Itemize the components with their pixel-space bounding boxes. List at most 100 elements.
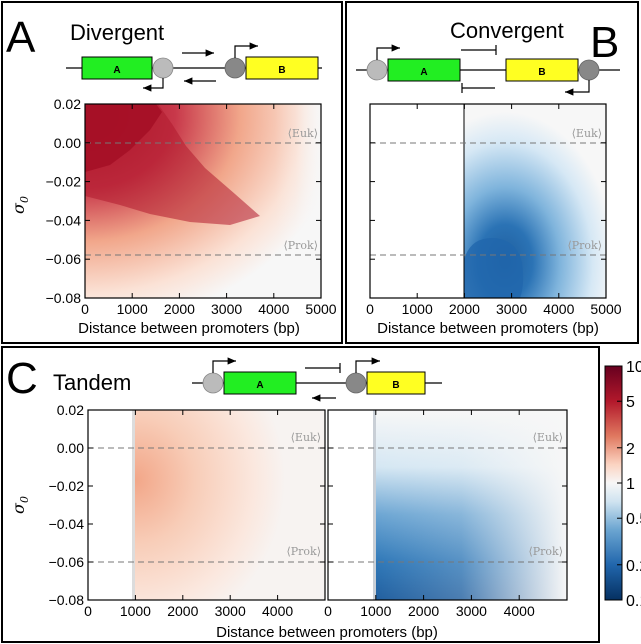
y-tick-label: −0.08 bbox=[49, 592, 85, 608]
x-tick-label: 4000 bbox=[504, 603, 535, 619]
gene-a-box bbox=[81, 56, 153, 80]
colorbar: 10 5 2 1 0.5 0.2 0.1 bbox=[604, 359, 641, 610]
panel-a-prok-label: ⟨Prok⟩ bbox=[283, 239, 318, 252]
y-tick-label: −0.02 bbox=[46, 174, 82, 190]
x-tick-label: 3000 bbox=[211, 301, 242, 317]
panel-b-heatmap: ⟨Euk⟩ ⟨Prok⟩ bbox=[369, 103, 607, 299]
x-tick-label: 1000 bbox=[120, 603, 151, 619]
panel-a-axes: 0 1000 2000 3000 4000 5000 0.02 0.00 −0.02 −0.04 −… bbox=[46, 96, 337, 317]
x-tick-label: 5000 bbox=[590, 301, 621, 317]
gene-b-box bbox=[366, 371, 426, 395]
panel-b-prok-label: ⟨Prok⟩ bbox=[567, 239, 602, 252]
panel-b-letter: B bbox=[590, 18, 619, 67]
x-tick-label: 4000 bbox=[543, 301, 574, 317]
y-tick-label: −0.08 bbox=[46, 290, 82, 306]
panel-a-heatmap: ⟨Euk⟩ ⟨Prok⟩ bbox=[84, 103, 322, 299]
gene-a-label: A bbox=[256, 380, 263, 391]
panel-b-xlabel: Distance between promoters (bp) bbox=[377, 320, 599, 337]
panel-c-right-axes: 0 1000 2000 3000 4000 bbox=[324, 409, 567, 619]
terminator-right bbox=[461, 45, 497, 55]
x-tick-label: 0 bbox=[81, 301, 89, 317]
panel-b-gene-diagram: A B bbox=[356, 44, 620, 96]
promoter-b-arrow bbox=[565, 80, 590, 96]
x-tick-label: 4000 bbox=[258, 301, 289, 317]
terminator bbox=[305, 363, 341, 373]
gene-b-box bbox=[505, 58, 579, 82]
gene-a-box bbox=[387, 58, 461, 82]
panel-a-euk-label: ⟨Euk⟩ bbox=[288, 127, 318, 140]
panel-b-axes: 0 1000 2000 3000 4000 5000 bbox=[366, 103, 622, 317]
x-tick-label: 5000 bbox=[305, 301, 336, 317]
x-tick-label: 1000 bbox=[360, 603, 391, 619]
promoter-b-circle bbox=[345, 372, 367, 394]
x-tick-label: 2000 bbox=[164, 301, 195, 317]
panel-a-border bbox=[1, 1, 343, 344]
panel-c-border bbox=[1, 346, 600, 643]
gene-a-box bbox=[223, 371, 297, 395]
x-tick-label: 3000 bbox=[215, 603, 246, 619]
y-tick-label: 0.00 bbox=[54, 135, 81, 151]
x-tick-label: 4000 bbox=[262, 603, 293, 619]
colorbar-tick-label: 1 bbox=[626, 476, 635, 493]
x-tick-label: 1000 bbox=[117, 301, 148, 317]
colorbar-tick-label: 0.1 bbox=[626, 593, 641, 610]
terminator-left bbox=[461, 83, 495, 93]
promoter-b-circle bbox=[224, 57, 246, 79]
promoter-b-arrow bbox=[355, 357, 380, 373]
panel-a-xlabel: Distance between promoters (bp) bbox=[78, 320, 300, 337]
y-tick-label: 0.02 bbox=[54, 96, 81, 112]
y-tick-label: −0.04 bbox=[49, 516, 85, 532]
colorbar-tick-label: 10 bbox=[626, 359, 641, 376]
panel-b-title: Convergent bbox=[450, 18, 564, 43]
x-tick-label: 2000 bbox=[449, 301, 480, 317]
x-tick-label: 3000 bbox=[456, 603, 487, 619]
panel-a-letter: A bbox=[6, 13, 36, 62]
panel-c-left-heatmap: ⟨Euk⟩ ⟨Prok⟩ bbox=[87, 409, 326, 601]
gene-b-label: B bbox=[392, 380, 399, 391]
promoter-a-circle bbox=[152, 57, 174, 79]
y-tick-label: −0.02 bbox=[49, 478, 85, 494]
promoter-b-circle bbox=[578, 59, 600, 81]
colorbar-tick-label: 0.2 bbox=[626, 558, 641, 575]
x-tick-label: 0 bbox=[324, 603, 332, 619]
promoter-a-circle bbox=[366, 59, 388, 81]
x-tick-label: 0 bbox=[366, 301, 374, 317]
panel-c-xlabel: Distance between promoters (bp) bbox=[216, 624, 438, 641]
panel-c-left-prok-label: ⟨Prok⟩ bbox=[286, 545, 321, 558]
panel-a-gene-diagram: A B bbox=[66, 42, 322, 92]
y-tick-label: −0.04 bbox=[46, 212, 82, 228]
panel-c-letter: C bbox=[6, 354, 38, 403]
panel-a-title: Divergent bbox=[70, 20, 164, 45]
panel-c-right-euk-label: ⟨Euk⟩ bbox=[533, 431, 563, 444]
panel-b-euk-label: ⟨Euk⟩ bbox=[572, 127, 602, 140]
panel-a-ylabel: σ0 bbox=[9, 196, 31, 214]
x-tick-label: 1000 bbox=[402, 301, 433, 317]
x-tick-label: 2000 bbox=[408, 603, 439, 619]
promoter-a-circle bbox=[202, 372, 224, 394]
y-tick-label: −0.06 bbox=[49, 554, 85, 570]
promoter-b-arrow bbox=[234, 42, 258, 58]
gene-b-box bbox=[245, 56, 319, 80]
promoter-a-arrow bbox=[212, 357, 236, 373]
gene-b-label: B bbox=[538, 67, 545, 78]
panel-c-gene-diagram: A B bbox=[192, 357, 442, 402]
x-tick-label: 2000 bbox=[167, 603, 198, 619]
x-tick-label: 0 bbox=[84, 603, 92, 619]
panel-c-left-euk-label: ⟨Euk⟩ bbox=[291, 431, 321, 444]
colorbar-tick-label: 5 bbox=[626, 394, 635, 411]
colorbar-tick-label: 2 bbox=[626, 441, 635, 458]
panel-c-title: Tandem bbox=[53, 370, 131, 395]
panel-c-ylabel: σ0 bbox=[9, 496, 31, 514]
panel-c-right-heatmap: ⟨Euk⟩ ⟨Prok⟩ bbox=[327, 409, 568, 601]
panel-c-left-axes: 0 1000 2000 3000 4000 0.02 0.00 −0.02 −0.04 −0.06… bbox=[49, 402, 325, 619]
promoter-a-arrow bbox=[143, 78, 164, 92]
y-tick-label: 0.00 bbox=[57, 440, 84, 456]
gene-a-label: A bbox=[113, 65, 120, 76]
y-tick-label: 0.02 bbox=[57, 402, 84, 418]
colorbar-tick-label: 0.5 bbox=[626, 511, 641, 528]
promoter-a-arrow bbox=[376, 44, 400, 60]
gene-b-label: B bbox=[278, 65, 285, 76]
y-tick-label: −0.06 bbox=[46, 251, 82, 267]
gene-a-label: A bbox=[420, 67, 427, 78]
